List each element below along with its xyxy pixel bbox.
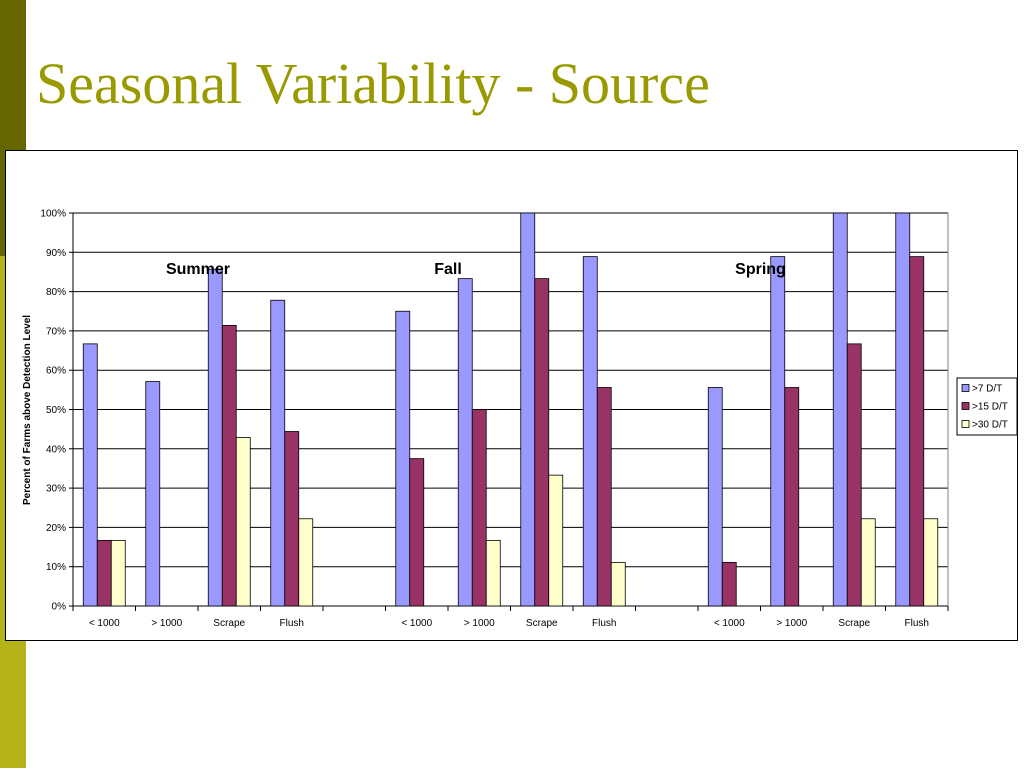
group-label-fall: Fall: [434, 261, 462, 278]
legend-swatch-1: [961, 402, 970, 410]
y-tick-label: 80%: [46, 287, 66, 298]
bar-2-0: [110, 539, 126, 607]
y-tick-label: 50%: [46, 405, 66, 416]
x-tick-label: < 1000: [89, 618, 120, 629]
bar-0-0: [82, 343, 98, 607]
bar-0-1: [145, 381, 161, 607]
bar-0-8: [582, 256, 598, 607]
x-tick-label: Flush: [280, 618, 304, 629]
group-label-summer: Summer: [166, 261, 230, 278]
bar-chart: 0% 10% 20% 30% 40% 50% 60% 70% 80% 90% 100% < 1000 >…: [22, 209, 1018, 629]
y-tick-label: 40%: [46, 444, 66, 455]
bar-0-13: [895, 212, 911, 607]
bar-2-12: [860, 518, 876, 607]
bar-1-11: [784, 387, 800, 607]
x-tick-label: Scrape: [526, 618, 558, 629]
x-tick-label: > 1000: [151, 618, 182, 629]
legend-swatch-2: [961, 420, 970, 428]
y-axis-title: Percent of Farms above Detection Level: [22, 315, 33, 505]
x-tick-label: Scrape: [838, 618, 870, 629]
bar-2-2: [235, 437, 251, 607]
y-tick-label: 30%: [46, 484, 66, 495]
bar-1-13: [909, 256, 925, 607]
bar-0-2: [207, 268, 223, 607]
x-tick-label: Flush: [905, 618, 929, 629]
y-tick-label: 70%: [46, 326, 66, 337]
slide-title: Seasonal Variability - Source: [36, 51, 710, 116]
bar-0-6: [457, 278, 473, 607]
bar-2-6: [485, 539, 501, 607]
bar-0-7: [520, 212, 536, 607]
group-label-spring: Spring: [735, 261, 786, 278]
bar-1-2: [221, 324, 237, 607]
y-tick-label: 60%: [46, 366, 66, 377]
bar-1-6: [471, 409, 487, 607]
bar-1-8: [596, 387, 612, 607]
x-tick-label: < 1000: [714, 618, 745, 629]
x-tick-label: > 1000: [464, 618, 495, 629]
y-tick-label: 0%: [52, 602, 67, 613]
bar-0-5: [395, 310, 411, 607]
x-tick-label: > 1000: [776, 618, 807, 629]
legend-label-0: >7 D/T: [972, 384, 1002, 395]
x-tick-label: Scrape: [213, 618, 245, 629]
y-tick-label: 10%: [46, 562, 66, 573]
bar-1-0: [96, 539, 112, 607]
bar-0-3: [270, 299, 286, 607]
bar-0-10: [707, 387, 723, 607]
bar-1-3: [284, 431, 300, 607]
bar-2-13: [923, 518, 939, 607]
y-tick-label: 20%: [46, 523, 66, 534]
bar-2-3: [298, 518, 314, 607]
y-tick-label: 100%: [40, 209, 66, 220]
bar-0-11: [770, 256, 786, 607]
bar-1-12: [846, 343, 862, 607]
bar-2-8: [610, 561, 626, 607]
bar-1-10: [721, 561, 737, 607]
legend-swatch-0: [961, 384, 970, 392]
bar-0-12: [832, 212, 848, 607]
legend-label-1: >15 D/T: [972, 402, 1008, 413]
legend-label-2: >30 D/T: [972, 420, 1008, 431]
x-tick-label: < 1000: [401, 618, 432, 629]
bar-2-7: [548, 474, 564, 607]
bar-1-5: [409, 458, 425, 607]
x-tick-label: Flush: [592, 618, 616, 629]
bar-1-7: [534, 278, 550, 607]
y-tick-label: 90%: [46, 248, 66, 259]
